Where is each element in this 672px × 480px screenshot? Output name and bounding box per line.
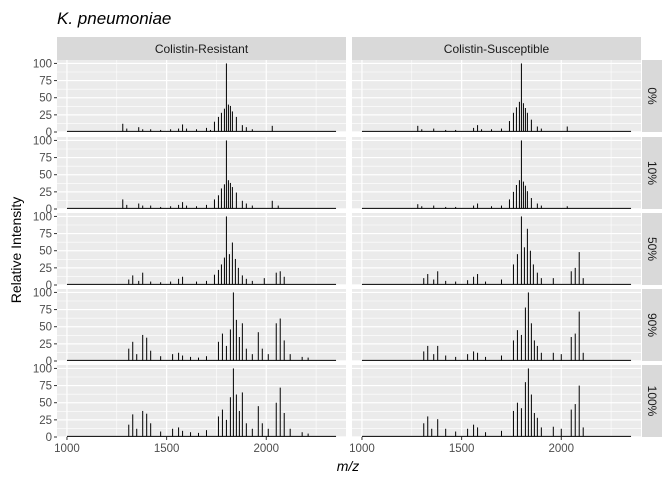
y-tick-label: 100 xyxy=(33,58,52,70)
y-tick-label: 75 xyxy=(39,76,52,88)
row-strip-label: 0% xyxy=(645,87,659,105)
row-strip xyxy=(642,213,662,285)
plot-panel xyxy=(352,60,641,132)
y-tick-label: 100 xyxy=(33,135,52,147)
spectrum-series xyxy=(361,292,632,361)
column-strip-label: Colistin-Susceptible xyxy=(444,42,550,56)
x-tick-label: 2000 xyxy=(548,443,574,455)
row-strip-label: 50% xyxy=(645,237,659,261)
plot-panel xyxy=(352,289,641,361)
y-tick-label: 100 xyxy=(33,211,52,223)
y-tick-label: 0 xyxy=(46,127,52,139)
chart-title: K. pneumoniae xyxy=(57,9,171,28)
column-strip xyxy=(352,37,641,61)
column-strip-label: Colistin-Resistant xyxy=(155,42,249,56)
y-tick-label: 0 xyxy=(46,356,52,368)
y-tick-label: 25 xyxy=(39,110,52,122)
spectrum-series xyxy=(66,216,337,285)
spectrum-series xyxy=(66,63,337,132)
x-tick-label: 1500 xyxy=(449,443,475,455)
row-strip-label: 90% xyxy=(645,313,659,337)
plot-panel xyxy=(352,365,641,437)
spectrum-series xyxy=(361,368,632,437)
spectrum-series xyxy=(361,63,632,132)
y-tick-label: 50 xyxy=(39,322,52,334)
plot-panel xyxy=(57,137,346,209)
plot-panel xyxy=(57,60,346,132)
spectrum-series xyxy=(66,368,337,437)
plot-panel xyxy=(57,213,346,285)
y-tick-label: 100 xyxy=(33,287,52,299)
plot-panel xyxy=(57,289,346,361)
y-tick-label: 25 xyxy=(39,187,52,199)
plot-panel xyxy=(352,137,641,209)
y-tick-label: 0 xyxy=(46,432,52,444)
row-strip-label: 10% xyxy=(645,161,659,185)
row-strip xyxy=(642,137,662,209)
plot-panel xyxy=(352,213,641,285)
x-tick-label: 2000 xyxy=(253,443,279,455)
y-tick-label: 50 xyxy=(39,93,52,105)
column-strip xyxy=(57,37,346,61)
y-tick-label: 75 xyxy=(39,305,52,317)
y-tick-label: 25 xyxy=(39,263,52,275)
y-tick-label: 50 xyxy=(39,246,52,258)
row-strip xyxy=(642,60,662,132)
spectrum-series xyxy=(361,140,632,209)
y-tick-label: 75 xyxy=(39,229,52,241)
spectrum-series xyxy=(66,140,337,209)
y-tick-label: 100 xyxy=(33,363,52,375)
x-tick-label: 1500 xyxy=(154,443,180,455)
y-tick-label: 75 xyxy=(39,153,52,165)
x-tick-label: 1000 xyxy=(54,443,80,455)
y-tick-label: 50 xyxy=(39,170,52,182)
y-tick-label: 50 xyxy=(39,398,52,410)
y-tick-label: 25 xyxy=(39,415,52,427)
y-axis-label: Relative Intensity xyxy=(8,197,24,304)
y-tick-label: 0 xyxy=(46,204,52,216)
spectrum-series xyxy=(361,216,632,285)
y-tick-label: 75 xyxy=(39,381,52,393)
spectrum-series xyxy=(66,292,337,361)
facet-panels: Colistin-Resistant Colistin-Susceptible 0%… xyxy=(33,37,662,455)
x-tick-label: 1000 xyxy=(349,443,375,455)
y-tick-label: 25 xyxy=(39,339,52,351)
row-strip xyxy=(642,289,662,361)
row-strip xyxy=(642,365,662,437)
y-tick-label: 0 xyxy=(46,280,52,292)
x-axis-label: m/z xyxy=(337,458,360,474)
row-strip-label: 100% xyxy=(645,386,659,417)
plot-panel xyxy=(57,365,346,437)
